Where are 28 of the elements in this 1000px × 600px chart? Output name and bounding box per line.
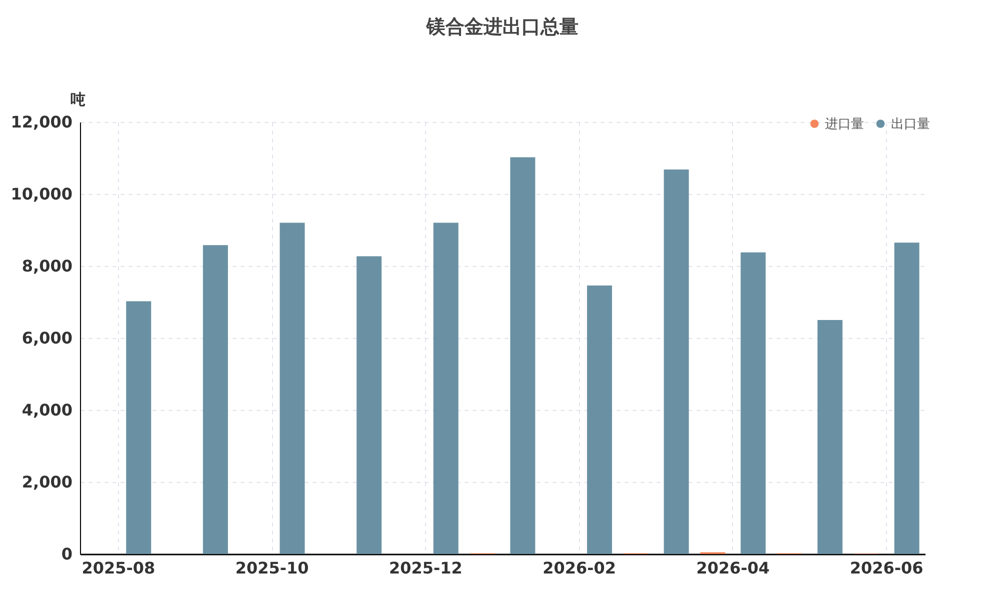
y-tick-label: 8,000 — [22, 256, 72, 276]
bar — [280, 222, 305, 554]
x-tick-label: 2026-02 — [542, 558, 616, 578]
y-tick-label: 2,000 — [22, 472, 72, 492]
bar — [587, 285, 612, 554]
bar — [510, 157, 536, 554]
bar — [126, 301, 152, 554]
x-tick-label: 2025-12 — [388, 558, 462, 578]
bar — [433, 222, 458, 554]
y-tick-label: 4,000 — [22, 400, 72, 420]
bar — [356, 256, 382, 554]
y-axis-title: 吨 — [70, 90, 86, 108]
y-tick-label: 10,000 — [10, 184, 72, 204]
bar — [817, 320, 842, 554]
y-tick-label: 0 — [61, 544, 72, 564]
chart-title: 镁合金进出口总量 — [426, 16, 578, 38]
y-tick-label: 12,000 — [10, 112, 72, 132]
bar — [740, 252, 766, 554]
x-tick-label: 2025-10 — [235, 558, 309, 578]
x-tick-label: 2025-08 — [82, 558, 156, 578]
legend-label: 进口量 — [825, 116, 864, 132]
x-tick-label: 2026-06 — [850, 558, 924, 578]
x-tick-label: 2026-04 — [696, 558, 770, 578]
y-tick-label: 6,000 — [22, 328, 72, 348]
bar — [202, 245, 228, 554]
bar — [894, 242, 920, 554]
legend-label: 出口量 — [891, 116, 930, 132]
bar — [664, 170, 689, 554]
